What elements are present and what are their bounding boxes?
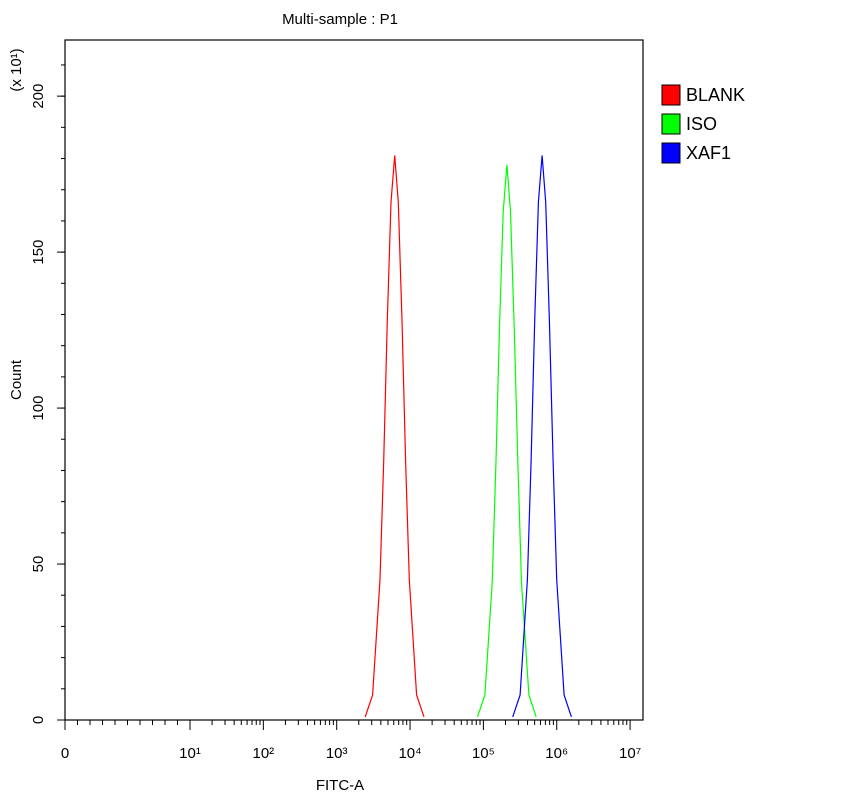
y-tick-label: 200 — [30, 84, 47, 109]
x-tick-label: 10³ — [326, 745, 348, 762]
legend-swatch — [661, 84, 681, 106]
x-tick-label: 10⁷ — [619, 745, 641, 762]
legend-label: XAF1 — [686, 143, 731, 163]
legend-label: BLANK — [686, 85, 745, 105]
y-axis-label: Count — [8, 359, 25, 400]
plot-frame — [64, 39, 644, 721]
x-axis-label: FITC-A — [316, 777, 364, 794]
legend-swatch — [661, 113, 681, 135]
histogram-curve — [364, 155, 425, 718]
y-tick-label: 50 — [30, 556, 47, 573]
y-tick-label: 0 — [30, 716, 47, 724]
x-tick-label: 10² — [253, 745, 275, 762]
y-tick-label: 100 — [30, 396, 47, 421]
x-tick-label: 10⁵ — [472, 745, 495, 762]
chart-title: Multi-sample : P1 — [282, 11, 398, 28]
x-tick-label: 10⁶ — [545, 745, 568, 762]
y-tick-label: 150 — [30, 240, 47, 265]
legend-label: ISO — [686, 114, 717, 134]
x-tick-label: 10⁴ — [398, 745, 421, 762]
x-tick-label: 10¹ — [179, 745, 201, 762]
histogram-curve — [512, 155, 572, 718]
x-tick-label: 0 — [61, 745, 69, 762]
histogram-curve — [476, 164, 537, 718]
legend-swatch — [661, 142, 681, 164]
y-multiplier: (x 10¹) — [8, 48, 25, 91]
